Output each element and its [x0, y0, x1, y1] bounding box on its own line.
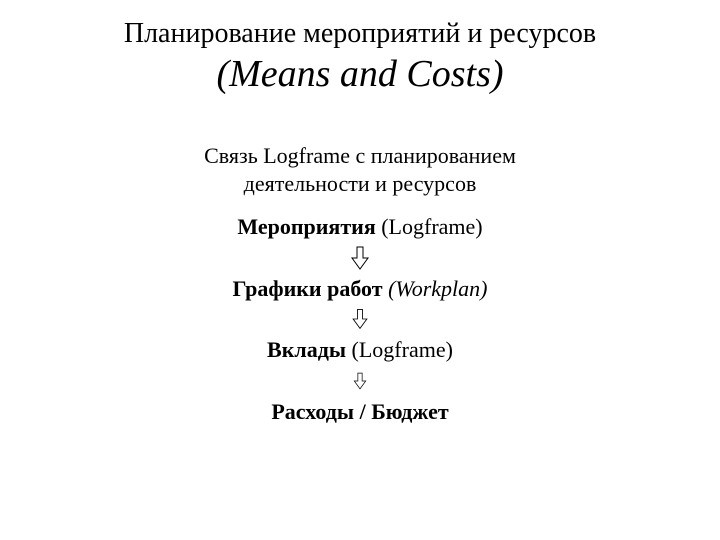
- flow-item-4-bold: Расходы / Бюджет: [271, 399, 448, 424]
- arrow-1: [346, 241, 374, 275]
- title-line-1: Планирование мероприятий и ресурсов: [30, 18, 690, 50]
- flow-item-2-bold: Графики работ: [233, 276, 383, 301]
- down-arrow-icon: [348, 307, 372, 331]
- flow-item-4: Расходы / Бюджет: [271, 398, 448, 426]
- slide: Планирование мероприятий и ресурсов (Mea…: [0, 0, 720, 540]
- down-arrow-icon: [346, 244, 374, 272]
- flow-item-1-bold: Мероприятия: [237, 214, 375, 239]
- arrow-2: [348, 302, 372, 336]
- title-line-2: (Means and Costs): [0, 52, 720, 96]
- subheading-line-2: деятельности и ресурсов: [244, 171, 477, 196]
- flow-item-1: Мероприятия (Logframe): [237, 213, 482, 241]
- flow-item-1-rest: (Logframe): [376, 214, 483, 239]
- subheading: Связь Logframe с планированием деятельно…: [0, 142, 720, 197]
- flow-diagram: Мероприятия (Logframe) Графики работ (Wo…: [0, 213, 720, 425]
- flow-item-3-rest: (Logframe): [346, 337, 453, 362]
- flow-item-2-rest: (Workplan): [383, 276, 488, 301]
- down-arrow-icon: [350, 371, 370, 391]
- flow-item-2: Графики работ (Workplan): [233, 275, 488, 303]
- subheading-line-1: Связь Logframe с планированием: [204, 143, 516, 168]
- flow-item-3: Вклады (Logframe): [267, 336, 453, 364]
- arrow-3: [350, 364, 370, 398]
- flow-item-3-bold: Вклады: [267, 337, 346, 362]
